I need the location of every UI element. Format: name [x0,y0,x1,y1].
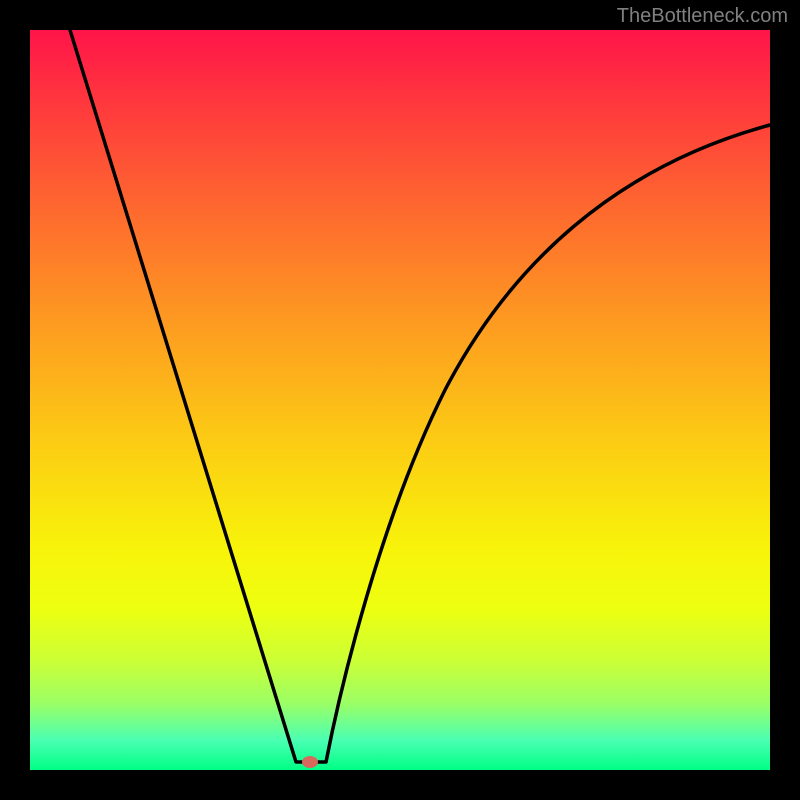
attribution-text: TheBottleneck.com [617,5,788,28]
plot-area [30,30,770,770]
chart-frame: TheBottleneck.com [0,0,800,800]
optimum-marker [302,756,318,768]
chart-svg [30,30,770,770]
gradient-background [30,30,770,770]
